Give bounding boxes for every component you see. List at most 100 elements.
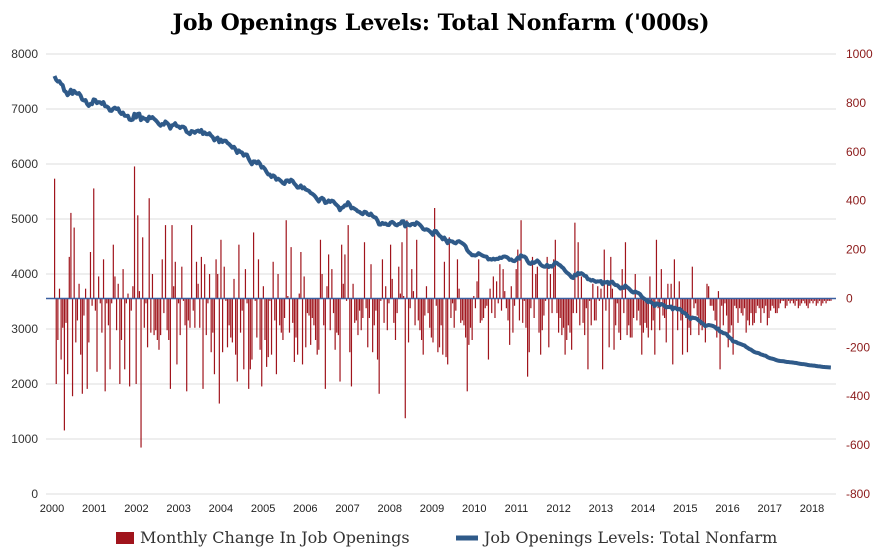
- bar: [633, 298, 635, 318]
- bar: [78, 283, 80, 299]
- bar: [212, 298, 214, 333]
- x-tick-label: 2017: [758, 503, 782, 515]
- x-tick-label: 2000: [40, 503, 64, 515]
- right-tick-label: -600: [846, 438, 870, 452]
- bar: [293, 298, 295, 362]
- bar: [621, 269, 623, 299]
- bar: [745, 298, 747, 333]
- bar: [799, 298, 801, 306]
- bar: [420, 298, 423, 340]
- bar: [724, 298, 726, 304]
- bar: [75, 298, 77, 343]
- x-tick-label: 2013: [589, 503, 613, 515]
- bar: [161, 259, 163, 299]
- bar: [166, 298, 168, 331]
- bar: [306, 298, 309, 314]
- bar: [805, 298, 808, 306]
- bar: [137, 215, 139, 299]
- bar: [820, 298, 822, 306]
- bar: [373, 298, 375, 326]
- bar: [274, 298, 276, 321]
- bar: [83, 298, 85, 316]
- bar: [513, 298, 516, 306]
- bar: [156, 298, 158, 340]
- bar: [342, 283, 344, 299]
- bar: [96, 298, 98, 372]
- bar: [541, 298, 543, 331]
- bar: [310, 298, 312, 345]
- bar: [403, 296, 405, 299]
- bar: [544, 298, 547, 301]
- bar: [796, 298, 798, 301]
- bar: [644, 298, 646, 323]
- bar: [339, 298, 341, 382]
- bar: [86, 298, 88, 389]
- bar: [267, 298, 269, 358]
- bar: [388, 298, 390, 304]
- left-tick-label: 0: [31, 487, 38, 501]
- bar: [151, 274, 154, 299]
- bar: [825, 298, 827, 304]
- left-tick-label: 8000: [11, 47, 38, 61]
- bar: [447, 298, 449, 365]
- bar: [275, 298, 278, 375]
- bar: [701, 298, 703, 331]
- bar: [344, 254, 346, 299]
- bar: [89, 252, 92, 299]
- bar: [197, 283, 199, 299]
- x-tick-label: 2012: [546, 503, 570, 515]
- bar: [91, 298, 93, 306]
- bar: [760, 298, 762, 323]
- bar: [202, 298, 204, 389]
- bar: [122, 269, 124, 299]
- bar: [76, 298, 79, 321]
- bar: [331, 269, 333, 299]
- bar: [114, 276, 116, 299]
- bar: [740, 298, 742, 314]
- left-tick-label: 5000: [11, 212, 38, 226]
- bar: [784, 298, 786, 309]
- bar: [223, 266, 225, 299]
- bar: [527, 298, 529, 377]
- bar: [370, 264, 372, 299]
- bar: [231, 298, 233, 343]
- bar: [481, 298, 483, 321]
- bar: [314, 298, 317, 340]
- bar: [404, 298, 406, 419]
- bar: [455, 298, 457, 311]
- bar: [270, 298, 273, 355]
- bar: [283, 298, 286, 318]
- bar: [540, 298, 542, 355]
- bar: [145, 298, 147, 304]
- bar: [812, 298, 814, 304]
- bar: [688, 298, 690, 328]
- bar: [389, 244, 392, 299]
- bar: [602, 298, 604, 370]
- bar: [783, 298, 785, 301]
- bar: [437, 298, 439, 353]
- bar: [505, 298, 507, 309]
- bar: [561, 298, 563, 336]
- bar: [548, 298, 550, 348]
- bar: [169, 298, 171, 389]
- bar: [71, 298, 74, 397]
- bar: [597, 286, 599, 299]
- bar: [579, 298, 581, 326]
- bar: [365, 298, 367, 309]
- bar: [714, 298, 716, 321]
- bar: [515, 269, 517, 299]
- bar: [587, 298, 589, 370]
- bar: [222, 298, 224, 353]
- bar: [412, 291, 415, 299]
- bar: [518, 298, 521, 321]
- bar: [102, 259, 105, 299]
- bar: [794, 298, 796, 306]
- bar: [610, 256, 612, 299]
- bar: [440, 298, 442, 326]
- bar: [494, 298, 496, 318]
- bar: [774, 298, 777, 314]
- bar: [699, 298, 702, 326]
- bar: [476, 281, 478, 299]
- bar: [823, 298, 826, 301]
- bar: [288, 298, 291, 333]
